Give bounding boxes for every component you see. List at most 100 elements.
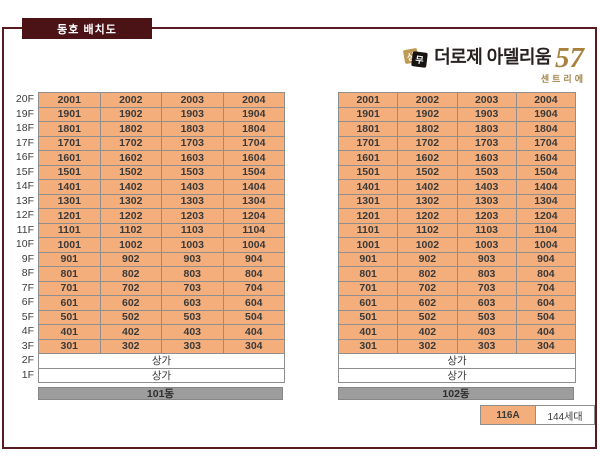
unit-cell: 504 [516, 310, 575, 324]
unit-cell: 1804 [516, 122, 575, 136]
unit-cell: 1002 [398, 238, 457, 252]
unit-cell: 1703 [162, 136, 223, 150]
unit-cell: 1802 [398, 122, 457, 136]
floor-label: 4F [21, 325, 34, 337]
unit-cell: 2003 [162, 93, 223, 107]
unit-cell: 803 [457, 267, 516, 281]
unit-cell: 304 [516, 339, 575, 353]
unit-cell: 302 [398, 339, 457, 353]
unit-cell: 1501 [39, 165, 100, 179]
unit-cell: 1504 [223, 165, 284, 179]
unit-cell: 1104 [516, 223, 575, 237]
unit-cell: 1403 [162, 180, 223, 194]
unit-cell: 1704 [223, 136, 284, 150]
building-101-grid: 2001 2002 2003 2004 1901 1902 1903 1904 1801 1802… [38, 92, 285, 383]
floor-label: 2F [21, 354, 34, 366]
unit-cell: 1401 [39, 180, 100, 194]
unit-cell: 502 [398, 310, 457, 324]
unit-cell: 1304 [223, 194, 284, 208]
unit-cell: 701 [39, 281, 100, 295]
unit-cell: 1803 [457, 122, 516, 136]
page-border-frame [2, 27, 597, 449]
page-title-label: 동호 배치도 [57, 23, 117, 36]
unit-cell: 1001 [39, 238, 100, 252]
unit-cell: 802 [398, 267, 457, 281]
unit-cell: 503 [162, 310, 223, 324]
unit-cell: 903 [162, 252, 223, 266]
unit-cell: 2002 [100, 93, 161, 107]
floor-label: 10F [15, 238, 34, 250]
unit-cell: 1503 [457, 165, 516, 179]
unit-cell: 501 [339, 310, 398, 324]
unit-cell: 1401 [339, 180, 398, 194]
building-101-bar: 101동 [38, 387, 283, 400]
unit-cell: 1604 [516, 151, 575, 165]
unit-cell: 1101 [39, 223, 100, 237]
unit-cell: 2001 [339, 93, 398, 107]
floor-label: 15F [15, 165, 34, 178]
unit-cell: 1004 [223, 238, 284, 252]
unit-cell: 1904 [516, 107, 575, 121]
unit-cell: 903 [457, 252, 516, 266]
unit-cell: 1104 [223, 223, 284, 237]
unit-cell: 604 [223, 296, 284, 310]
unit-cell: 601 [39, 296, 100, 310]
floor-label: 13F [15, 194, 34, 207]
unit-cell: 1603 [457, 151, 516, 165]
unit-cell: 2004 [516, 93, 575, 107]
floor-label: 19F [15, 107, 34, 120]
unit-cell: 1402 [100, 180, 161, 194]
unit-cell: 1003 [457, 238, 516, 252]
unit-cell: 704 [516, 281, 575, 295]
unit-cell: 401 [39, 325, 100, 339]
unit-cell: 1102 [100, 223, 161, 237]
unit-cell: 703 [162, 281, 223, 295]
unit-type-legend: 116A 144세대 [480, 405, 595, 425]
unit-cell: 1602 [398, 151, 457, 165]
floor-label: 1F [21, 368, 34, 381]
floor-label: 5F [21, 310, 34, 323]
unit-cell: 1802 [100, 122, 161, 136]
unit-cell: 301 [39, 339, 100, 353]
unit-cell: 1204 [516, 209, 575, 223]
unit-cell: 2004 [223, 93, 284, 107]
unit-cell: 1902 [398, 107, 457, 121]
unit-cell: 1902 [100, 107, 161, 121]
building-102-grid: 2001 2002 2003 2004 1901 1902 1903 1904 1801 1802… [338, 92, 576, 383]
unit-cell: 1004 [516, 238, 575, 252]
unit-cell: 1903 [457, 107, 516, 121]
floor-label: 18F [15, 122, 34, 134]
unit-cell: 503 [457, 310, 516, 324]
unit-cell: 1404 [516, 180, 575, 194]
unit-cell: 1602 [100, 151, 161, 165]
unit-cell: 1901 [339, 107, 398, 121]
unit-cell: 304 [223, 339, 284, 353]
unit-cell: 403 [162, 325, 223, 339]
unit-cell: 702 [398, 281, 457, 295]
unit-cell: 603 [457, 296, 516, 310]
legend-household-count: 144세대 [536, 405, 595, 425]
unit-cell: 904 [223, 252, 284, 266]
unit-cell: 1703 [457, 136, 516, 150]
unit-cell: 1301 [39, 194, 100, 208]
floor-label: 16F [15, 151, 34, 163]
shop-cell: 상가 [339, 354, 575, 368]
brand-name: 더로제 아델리움 [434, 47, 551, 67]
floor-labels-column: 20F 19F 18F 17F 16F 15F 14F 13F 12F 11F 10F 9F 8F 7F 6… [6, 92, 34, 382]
brand-number: 57 [555, 42, 584, 74]
unit-cell: 603 [162, 296, 223, 310]
unit-cell: 1203 [457, 209, 516, 223]
floor-label: 6F [21, 296, 34, 308]
unit-cell: 1702 [398, 136, 457, 150]
unit-cell: 1304 [516, 194, 575, 208]
unit-cell: 1804 [223, 122, 284, 136]
unit-cell: 1404 [223, 180, 284, 194]
building-102-bar: 102동 [338, 387, 574, 400]
unit-cell: 1402 [398, 180, 457, 194]
brand-badge-icon: 상 무 [402, 47, 434, 74]
brand-logo-text: 더로제 아델리움 57 센트리에 [434, 42, 588, 85]
unit-cell: 804 [223, 267, 284, 281]
unit-cell: 604 [516, 296, 575, 310]
floor-label: 9F [21, 252, 34, 265]
floor-label: 20F [15, 93, 34, 105]
